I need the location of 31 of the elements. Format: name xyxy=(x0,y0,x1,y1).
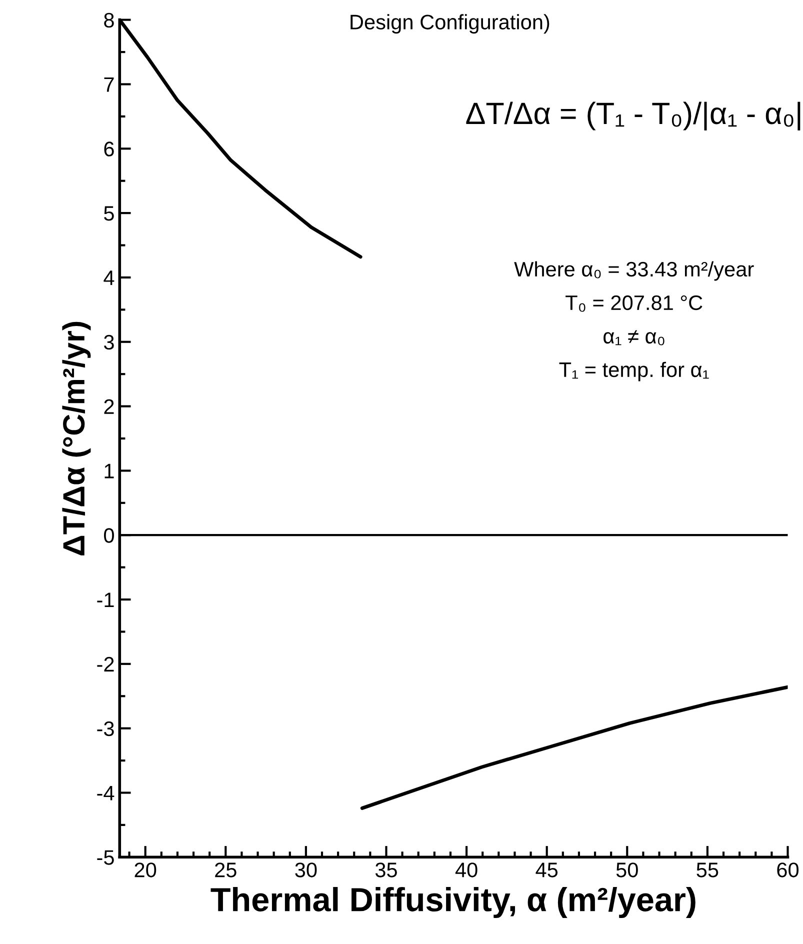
y-tick-label: 0 xyxy=(104,528,114,543)
y-tick-label: 2 xyxy=(104,399,114,414)
y-tick-label: 5 xyxy=(104,206,114,221)
y-axis-title: ΔT/Δα (°C/m²/yr) xyxy=(62,322,91,556)
x-tick-label: 35 xyxy=(375,862,397,878)
x-tick-label: 55 xyxy=(696,862,718,878)
x-tick-label: 45 xyxy=(536,862,558,878)
y-tick-label: -3 xyxy=(97,721,114,736)
x-tick-label: 25 xyxy=(215,862,236,878)
annotation: T₁ = temp. for α₁ xyxy=(559,362,709,382)
chart-title: Design Configuration) xyxy=(350,14,550,34)
y-tick-label: 6 xyxy=(104,142,114,156)
x-tick-label: 30 xyxy=(295,862,317,878)
x-axis-title: Thermal Diffusivity, α (m²/year) xyxy=(210,886,696,918)
annotation: ΔT/Δα = (T₁ - T₀)/|α₁ - α₀| xyxy=(466,102,800,130)
y-tick-label: 7 xyxy=(104,77,114,92)
annotation: Where α₀ = 33.43 m²/year xyxy=(514,261,754,281)
annotation: α₁ ≠ α₀ xyxy=(604,330,664,346)
annotation: T₀ = 207.81 °C xyxy=(566,295,702,312)
y-tick-label: -2 xyxy=(97,656,114,672)
x-tick-label: 40 xyxy=(455,862,478,878)
y-tick-label: -5 xyxy=(97,850,114,865)
y-tick-label: -1 xyxy=(97,592,114,608)
y-tick-label: 8 xyxy=(104,12,114,28)
x-tick-label: 50 xyxy=(616,862,638,878)
y-tick-label: -4 xyxy=(97,786,114,800)
x-tick-label: 20 xyxy=(134,862,156,878)
y-tick-label: 3 xyxy=(104,334,114,350)
y-tick-label: 4 xyxy=(104,270,114,286)
x-tick-label: 60 xyxy=(777,862,799,878)
y-tick-label: 1 xyxy=(104,464,114,478)
